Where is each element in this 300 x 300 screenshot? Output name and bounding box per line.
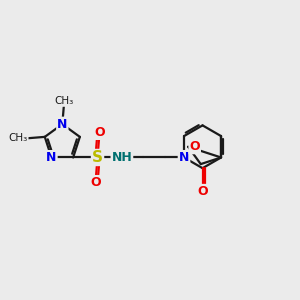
Text: O: O (197, 185, 208, 198)
Text: NH: NH (112, 151, 132, 164)
Text: N: N (57, 118, 68, 130)
Text: CH₃: CH₃ (8, 134, 28, 143)
Text: CH₃: CH₃ (54, 96, 74, 106)
Text: O: O (90, 176, 101, 189)
Text: O: O (94, 126, 105, 139)
Text: N: N (46, 151, 57, 164)
Text: N: N (179, 151, 189, 164)
Text: O: O (189, 140, 200, 153)
Text: S: S (92, 150, 103, 165)
Text: N: N (179, 151, 189, 164)
